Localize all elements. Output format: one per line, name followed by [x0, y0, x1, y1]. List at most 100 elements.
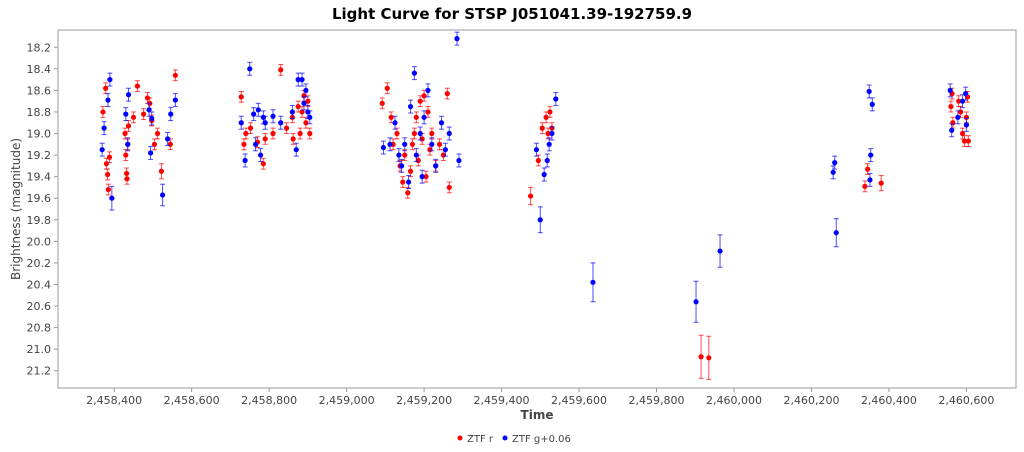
data-point [109, 185, 115, 211]
y-tick-label: 19.8 [27, 214, 52, 227]
point-marker [130, 114, 137, 120]
data-point [833, 218, 839, 248]
point-marker [433, 163, 439, 169]
point-marker [417, 130, 423, 137]
point-marker [289, 109, 295, 115]
y-tick-label: 20.0 [27, 235, 52, 248]
data-point [862, 180, 868, 193]
point-marker [947, 87, 953, 93]
data-point [433, 158, 439, 173]
point-marker [305, 98, 311, 104]
data-point [134, 80, 141, 92]
data-point [948, 100, 954, 113]
point-marker [278, 120, 284, 126]
data-point [270, 127, 276, 140]
data-point [959, 127, 966, 140]
point-marker [159, 192, 166, 198]
data-point [411, 66, 417, 81]
point-marker [867, 177, 873, 183]
data-point [125, 87, 132, 102]
data-point [123, 107, 129, 122]
y-tick-label: 20.2 [27, 257, 52, 270]
point-marker [411, 130, 417, 137]
x-tick-label: 2,458,800 [241, 394, 297, 407]
point-marker [241, 141, 247, 147]
y-tick-label: 21.2 [27, 365, 52, 378]
data-point [421, 110, 427, 125]
point-marker [402, 152, 408, 158]
point-marker [384, 85, 390, 91]
point-marker [547, 109, 553, 115]
point-marker [238, 120, 244, 126]
point-marker [387, 141, 393, 147]
x-tick-label: 2,459,200 [396, 394, 452, 407]
point-marker [423, 174, 429, 180]
point-marker [297, 130, 303, 137]
data-point [247, 61, 253, 76]
data-point [262, 133, 268, 145]
data-point [303, 116, 309, 129]
point-marker [99, 147, 105, 153]
x-tick-label: 2,460,400 [861, 394, 917, 407]
point-marker [290, 136, 296, 142]
data-point [549, 126, 555, 141]
point-marker [869, 101, 875, 108]
data-point [429, 127, 435, 140]
x-tick-label: 2,458,600 [164, 394, 220, 407]
y-tick-label: 18.6 [27, 84, 52, 97]
point-marker [103, 85, 109, 91]
data-point [553, 92, 559, 106]
point-marker [963, 122, 970, 128]
data-point [151, 138, 158, 151]
point-marker [103, 161, 110, 167]
data-point [379, 97, 385, 110]
data-point [446, 126, 452, 141]
data-point [454, 31, 460, 46]
data-point [438, 115, 445, 130]
data-point [402, 137, 408, 152]
point-marker [168, 111, 174, 117]
point-marker [125, 92, 132, 98]
data-point [101, 121, 107, 136]
data-point [537, 206, 543, 234]
point-marker [444, 91, 450, 97]
data-point [963, 86, 969, 101]
data-point [590, 262, 596, 303]
data-point [247, 122, 254, 135]
point-marker [123, 111, 129, 117]
data-point [425, 106, 431, 118]
x-tick-label: 2,458,400 [86, 394, 142, 407]
point-marker [868, 152, 874, 158]
data-point [544, 153, 550, 168]
data-point [122, 127, 128, 140]
legend: ZTF r ZTF g+0.06 [457, 434, 571, 445]
x-tick-label: 2,459,000 [319, 394, 375, 407]
chart-title: Light Curve for STSP J051041.39-192759.9 [332, 5, 692, 23]
point-marker [425, 87, 431, 93]
data-point [124, 172, 130, 185]
point-marker [950, 120, 956, 126]
point-marker [172, 97, 178, 103]
data-point [456, 153, 462, 168]
data-point [399, 158, 405, 173]
point-marker [295, 77, 301, 83]
point-marker [394, 130, 400, 137]
data-point [865, 163, 871, 175]
data-point [405, 175, 412, 190]
data-point [303, 83, 309, 98]
data-point [866, 84, 872, 99]
data-point [242, 153, 248, 168]
point-marker [706, 355, 712, 361]
point-marker [865, 166, 871, 172]
point-marker [405, 190, 411, 196]
x-tick-label: 2,460,200 [783, 394, 839, 407]
point-marker [105, 97, 111, 103]
data-point [238, 115, 244, 130]
point-marker [238, 94, 244, 100]
data-point [106, 151, 113, 164]
point-marker [425, 109, 431, 115]
data-point [832, 155, 838, 170]
point-marker [830, 169, 836, 175]
point-marker [154, 130, 161, 137]
